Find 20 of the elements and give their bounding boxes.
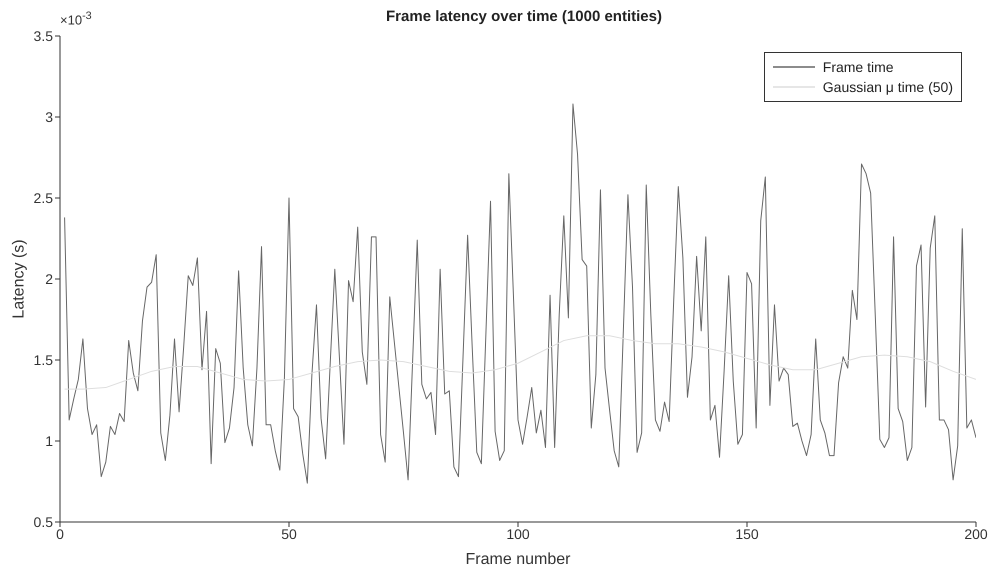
y-tick-label: 3.5 xyxy=(34,28,54,44)
y-tick-label: 2 xyxy=(45,270,54,287)
legend-label: Gaussian μ time (50) xyxy=(822,78,953,97)
y-tick-label: 2.5 xyxy=(34,190,54,206)
legend-label: Frame time xyxy=(822,58,894,77)
y-tick-label: 1.5 xyxy=(34,352,54,368)
y-tick-label: 0.5 xyxy=(34,514,54,530)
x-tick-label: 150 xyxy=(735,526,759,542)
chart-title: Frame latency over time (1000 entities) xyxy=(386,8,662,25)
x-tick-label: 100 xyxy=(506,526,530,542)
y-tick-label: 1 xyxy=(45,432,54,449)
x-tick-label: 50 xyxy=(281,526,297,542)
y-axis-title: Latency (s) xyxy=(10,239,28,319)
x-tick-label: 0 xyxy=(56,526,64,542)
text: ×10$^{-3}$ xyxy=(60,10,92,28)
line-series xyxy=(64,335,976,390)
y-tick-label: 3 xyxy=(45,108,54,125)
line-series xyxy=(64,104,976,484)
x-tick-label: 200 xyxy=(964,526,988,542)
x-axis-title: Frame number xyxy=(466,551,572,568)
